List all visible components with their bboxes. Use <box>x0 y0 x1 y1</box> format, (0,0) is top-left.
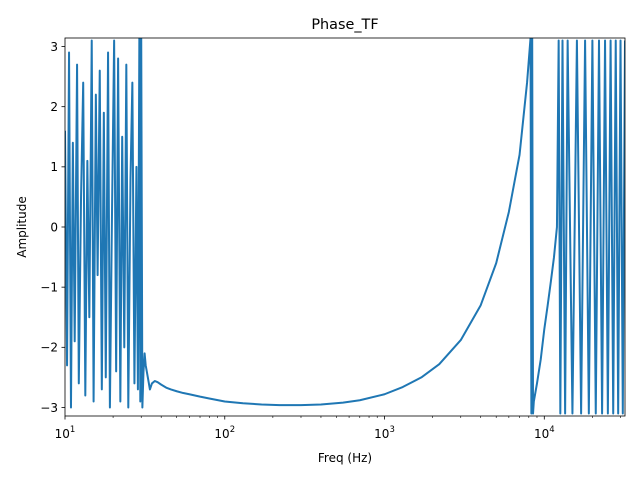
y-axis: −3 −2 −1 0 1 2 3 <box>40 40 65 415</box>
y-tick-label: −3 <box>40 401 58 415</box>
x-axis-label: Freq (Hz) <box>318 451 372 465</box>
chart-title: Phase_TF <box>311 17 378 33</box>
y-tick-label: 1 <box>50 160 58 174</box>
series-line-0 <box>65 38 625 415</box>
x-tick-label: 101 <box>55 425 76 441</box>
y-tick-label: −1 <box>40 280 58 294</box>
y-axis-label: Amplitude <box>15 196 29 258</box>
x-tick-label: 102 <box>214 425 235 441</box>
x-tick-label: 103 <box>374 425 395 441</box>
x-tick-label: 104 <box>534 425 555 441</box>
series-layer <box>65 38 625 415</box>
y-tick-label: 2 <box>50 100 58 114</box>
y-tick-label: 0 <box>50 220 58 234</box>
x-axis: 101 102 103 104 <box>55 416 621 441</box>
y-tick-label: −2 <box>40 341 58 355</box>
y-tick-label: 3 <box>50 40 58 54</box>
